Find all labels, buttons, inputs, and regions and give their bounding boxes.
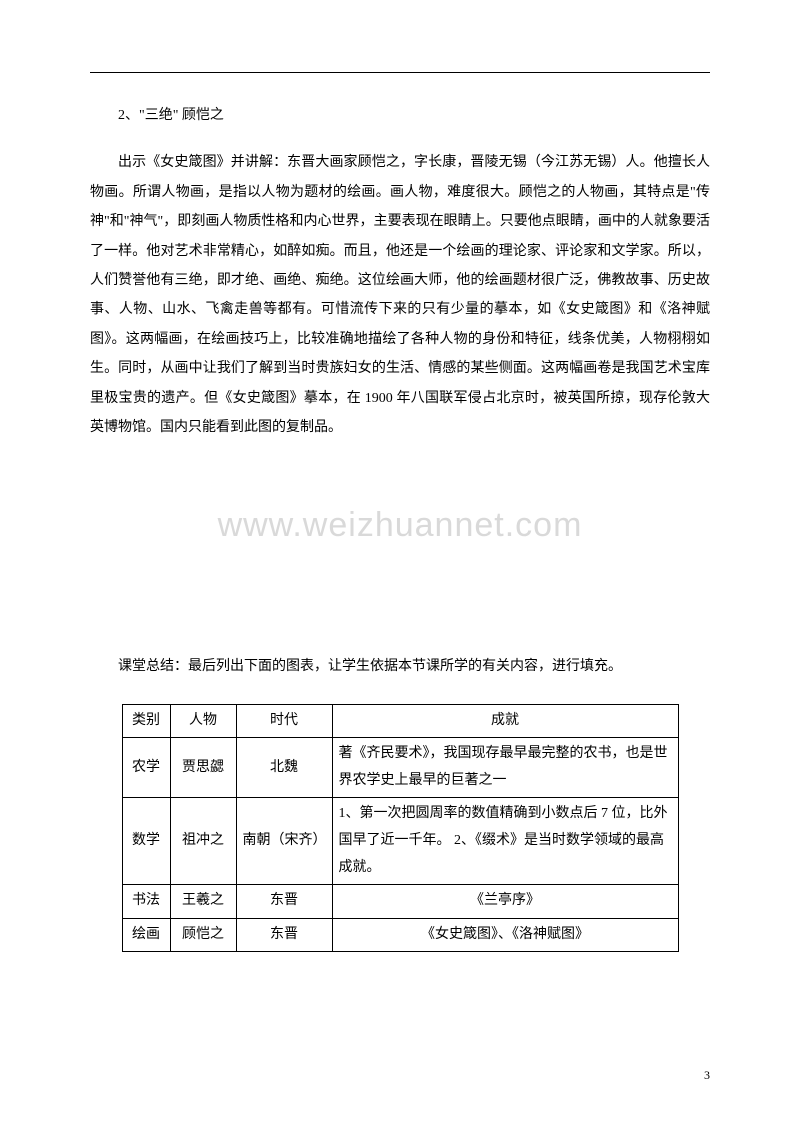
top-rule	[90, 72, 710, 73]
cell-category: 书法	[122, 885, 170, 919]
cell-category: 数学	[122, 798, 170, 885]
document-page: 2、"三绝" 顾恺之 出示《女史箴图》并讲解：东晋大画家顾恺之，字长康，晋陵无锡…	[0, 0, 800, 1132]
cell-era: 东晋	[236, 885, 332, 919]
page-number: 3	[704, 1063, 710, 1088]
col-header-category: 类别	[122, 704, 170, 738]
col-header-era: 时代	[236, 704, 332, 738]
col-header-person: 人物	[170, 704, 236, 738]
table-row: 数学 祖冲之 南朝（宋齐） 1、第一次把圆周率的数值精确到小数点后 7 位，比外…	[122, 798, 678, 885]
table-row: 书法 王羲之 东晋 《兰亭序》	[122, 885, 678, 919]
cell-category: 绘画	[122, 918, 170, 952]
cell-person: 贾思勰	[170, 738, 236, 798]
table-header-row: 类别 人物 时代 成就	[122, 704, 678, 738]
cell-era: 东晋	[236, 918, 332, 952]
summary-table: 类别 人物 时代 成就 农学 贾思勰 北魏 著《齐民要术》，我国现存最早最完整的…	[122, 704, 679, 953]
table-row: 农学 贾思勰 北魏 著《齐民要术》，我国现存最早最完整的农书，也是世界农学史上最…	[122, 738, 678, 798]
cell-person: 祖冲之	[170, 798, 236, 885]
paragraph-text: 出示《女史箴图》并讲解：东晋大画家顾恺之，字长康，晋陵无锡（今江苏无锡）人。他擅…	[90, 148, 710, 442]
cell-achievement: 《女史箴图》、《洛神赋图》	[332, 918, 678, 952]
cell-person: 顾恺之	[170, 918, 236, 952]
section-heading: 2、"三绝" 顾恺之	[90, 101, 710, 130]
cell-era: 北魏	[236, 738, 332, 798]
body-paragraph: 出示《女史箴图》并讲解：东晋大画家顾恺之，字长康，晋陵无锡（今江苏无锡）人。他擅…	[90, 148, 710, 442]
watermark-text: www.weizhuannet.com	[0, 490, 800, 561]
cell-achievement: 1、第一次把圆周率的数值精确到小数点后 7 位，比外国早了近一千年。 2、《缀术…	[332, 798, 678, 885]
cell-achievement: 《兰亭序》	[332, 885, 678, 919]
summary-text: 课堂总结：最后列出下面的图表，让学生依据本节课所学的有关内容，进行填充。	[90, 652, 710, 681]
cell-era: 南朝（宋齐）	[236, 798, 332, 885]
col-header-achievement: 成就	[332, 704, 678, 738]
cell-person: 王羲之	[170, 885, 236, 919]
table-body: 农学 贾思勰 北魏 著《齐民要术》，我国现存最早最完整的农书，也是世界农学史上最…	[122, 738, 678, 952]
cell-category: 农学	[122, 738, 170, 798]
table-row: 绘画 顾恺之 东晋 《女史箴图》、《洛神赋图》	[122, 918, 678, 952]
cell-achievement: 著《齐民要术》，我国现存最早最完整的农书，也是世界农学史上最早的巨著之一	[332, 738, 678, 798]
